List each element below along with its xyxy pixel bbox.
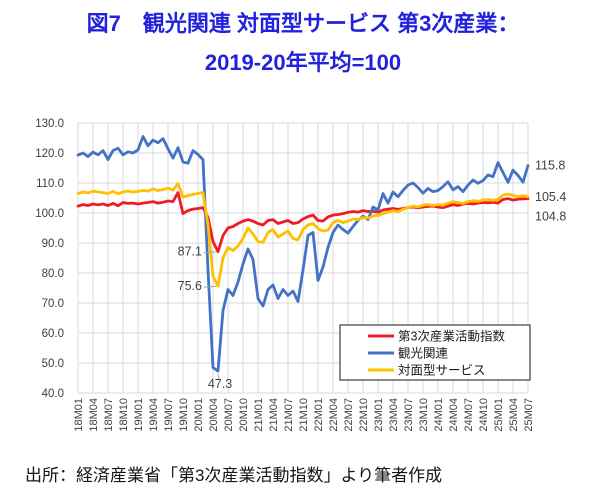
- annotation-leader-line: [217, 374, 220, 380]
- x-tick-label: 20M01: [193, 398, 205, 432]
- y-tick-label: 130.0: [35, 118, 64, 130]
- legend-entry-tertiary-industry-index: 第3次産業活動指数: [368, 329, 505, 344]
- x-tick-label: 22M07: [343, 398, 355, 432]
- series-line-face-to-face-services: [76, 182, 530, 288]
- x-tick-label: 24M07: [463, 398, 475, 432]
- series-line-tertiary-industry-index: [76, 191, 530, 254]
- figure-title: 図7 観光関連 対面型サービス 第3次産業： 2019-20年平均=100: [0, 4, 606, 82]
- x-tick-label: 22M04: [328, 398, 340, 432]
- x-tick-label: 25M01: [493, 398, 505, 432]
- x-tick-label: 23M01: [373, 398, 385, 432]
- x-tick-label: 23M04: [388, 398, 400, 432]
- y-tick-label: 100.0: [35, 208, 64, 220]
- series-line-tourism-related: [76, 135, 530, 373]
- figure-title-line1: 図7 観光関連 対面型サービス 第3次産業：: [86, 11, 520, 36]
- x-tick-label: 21M01: [253, 398, 265, 432]
- annotation-leader-line: [203, 251, 217, 254]
- x-tick-label: 24M10: [478, 398, 490, 432]
- x-tick-label: 19M10: [178, 398, 190, 432]
- x-tick-label: 23M10: [418, 398, 430, 432]
- x-gridlines-and-labels: 18M01 18M04 18M07 18M10 19M01 19M04 19M07 19M10…: [73, 123, 535, 432]
- x-tick-label: 20M04: [208, 398, 220, 432]
- y-tick-label: 110.0: [36, 178, 64, 190]
- annotation-label: 75.6: [178, 279, 202, 293]
- x-tick-label: 19M01: [133, 398, 145, 432]
- x-tick-label: 24M04: [448, 398, 460, 432]
- figure-title-line2: 2019-20年平均=100: [204, 50, 402, 75]
- y-tick-label: 90.0: [42, 238, 64, 250]
- x-tick-label: 18M10: [118, 398, 130, 432]
- x-tick-label: 20M10: [238, 398, 250, 432]
- legend-label: 観光関連: [398, 347, 449, 361]
- plot-border: [77, 122, 529, 394]
- x-tick-label: 19M07: [163, 398, 175, 432]
- legend-entry-tourism-related: 観光関連: [368, 347, 449, 361]
- y-tick-label: 70.0: [42, 298, 64, 310]
- x-tick-label: 24M01: [433, 398, 445, 432]
- series-lines: [76, 135, 530, 373]
- x-tick-label: 18M07: [103, 398, 115, 432]
- annotation-label: 105.4: [535, 190, 566, 204]
- y-tick-label: 40.0: [42, 388, 64, 400]
- x-tick-label: 25M07: [523, 398, 535, 432]
- x-tick-label: 19M04: [148, 398, 160, 432]
- x-tick-label: 23M07: [403, 398, 415, 432]
- y-tick-label: 50.0: [42, 358, 64, 370]
- y-tick-label: 120.0: [35, 148, 64, 160]
- x-tick-label: 20M07: [223, 398, 235, 432]
- x-tick-label: 21M10: [298, 398, 310, 432]
- annotation-label: 115.8: [535, 159, 565, 173]
- x-tick-label: 18M01: [73, 398, 85, 432]
- legend-label: 対面型サービス: [398, 364, 486, 378]
- x-tick-label: 21M07: [283, 398, 295, 432]
- legend-label: 第3次産業活動指数: [398, 329, 505, 344]
- y-tick-label: 60.0: [42, 328, 64, 340]
- x-tick-label: 21M04: [268, 398, 280, 432]
- x-tick-label: 25M04: [508, 398, 520, 432]
- annotation-label: 47.3: [208, 377, 232, 391]
- x-tick-label: 22M10: [358, 398, 370, 432]
- source-note: 出所：経済産業省「第3次産業活動指数」より筆者作成: [25, 466, 443, 485]
- x-tick-label: 18M04: [88, 398, 100, 432]
- annotation-leader-line: [203, 285, 217, 288]
- legend-entry-face-to-face-services: 対面型サービス: [368, 364, 486, 378]
- y-tick-label: 80.0: [42, 268, 64, 280]
- line-chart: 40.0 50.0 60.0 70.0 80.0 90.0 100.0 110.0 120.0 1…: [35, 118, 567, 432]
- x-tick-label: 22M01: [313, 398, 325, 432]
- annotation-label: 104.8: [535, 210, 566, 224]
- annotation-label: 87.1: [178, 245, 202, 259]
- annotations: 87.1 75.6 47.3 115.8 105.4 104.8: [178, 159, 567, 391]
